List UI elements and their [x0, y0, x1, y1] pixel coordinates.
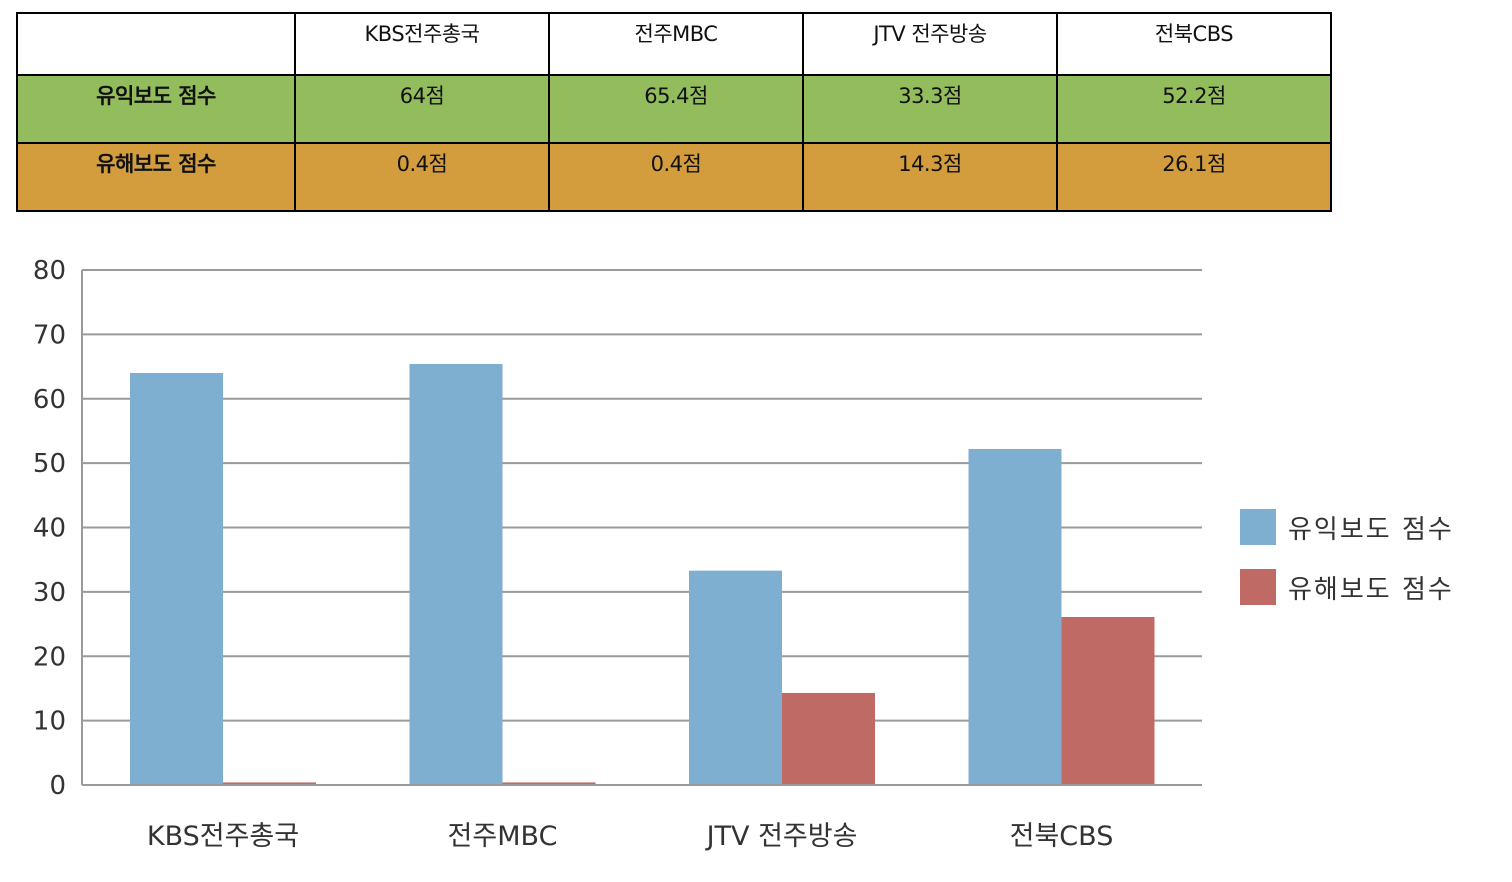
table-cell: 14.3점	[802, 142, 1058, 212]
y-tick-label: 40	[33, 514, 66, 544]
table-header-cell: KBS전주총국	[294, 12, 550, 76]
table-row: 유해보도 점수 0.4점 0.4점 14.3점 26.1점	[16, 142, 1332, 212]
bar	[130, 373, 223, 785]
legend-swatch	[1240, 569, 1276, 605]
y-tick-label: 80	[33, 256, 66, 286]
table-header-cell: JTV 전주방송	[802, 12, 1058, 76]
table-cell: 0.4점	[548, 142, 804, 212]
bar	[502, 782, 596, 785]
legend-label: 유익보도 점수	[1288, 514, 1454, 545]
bar	[968, 448, 1062, 785]
table-cell: 52.2점	[1056, 74, 1332, 144]
legend-item: 유해보도 점수	[1240, 568, 1454, 606]
y-tick-label: 30	[33, 578, 66, 608]
x-tick-label: 전주MBC	[448, 821, 558, 852]
y-tick-label: 20	[33, 642, 66, 672]
bar	[689, 570, 782, 785]
table-header-cell	[16, 12, 296, 76]
table-header-row: KBS전주총국 전주MBC JTV 전주방송 전북CBS	[16, 12, 1332, 76]
bar	[223, 782, 316, 785]
legend-item: 유익보도 점수	[1240, 508, 1454, 546]
table-cell: 65.4점	[548, 74, 804, 144]
y-tick-label: 70	[33, 320, 66, 350]
table-cell: 26.1점	[1056, 142, 1332, 212]
bar	[782, 692, 875, 785]
y-tick-label: 60	[33, 385, 66, 415]
y-tick-label: 0	[49, 771, 66, 801]
y-tick-label: 50	[33, 449, 66, 479]
table-header-cell: 전주MBC	[548, 12, 804, 76]
bar	[409, 363, 503, 785]
legend-swatch	[1240, 509, 1276, 545]
bar	[1061, 616, 1155, 785]
x-tick-label: 전북CBS	[1010, 821, 1114, 852]
row-label: 유해보도 점수	[16, 142, 296, 212]
table-row: 유익보도 점수 64점 65.4점 33.3점 52.2점	[16, 74, 1332, 144]
x-tick-label: JTV 전주방송	[705, 821, 858, 852]
row-label: 유익보도 점수	[16, 74, 296, 144]
y-tick-label: 10	[33, 707, 66, 737]
table-cell: 64점	[294, 74, 550, 144]
chart-legend: 유익보도 점수 유해보도 점수	[1240, 508, 1454, 628]
legend-label: 유해보도 점수	[1288, 574, 1454, 605]
table-header-cell: 전북CBS	[1056, 12, 1332, 76]
table-cell: 33.3점	[802, 74, 1058, 144]
x-tick-label: KBS전주총국	[147, 821, 299, 852]
score-table: KBS전주총국 전주MBC JTV 전주방송 전북CBS 유익보도 점수 64점…	[16, 12, 1332, 212]
table-cell: 0.4점	[294, 142, 550, 212]
